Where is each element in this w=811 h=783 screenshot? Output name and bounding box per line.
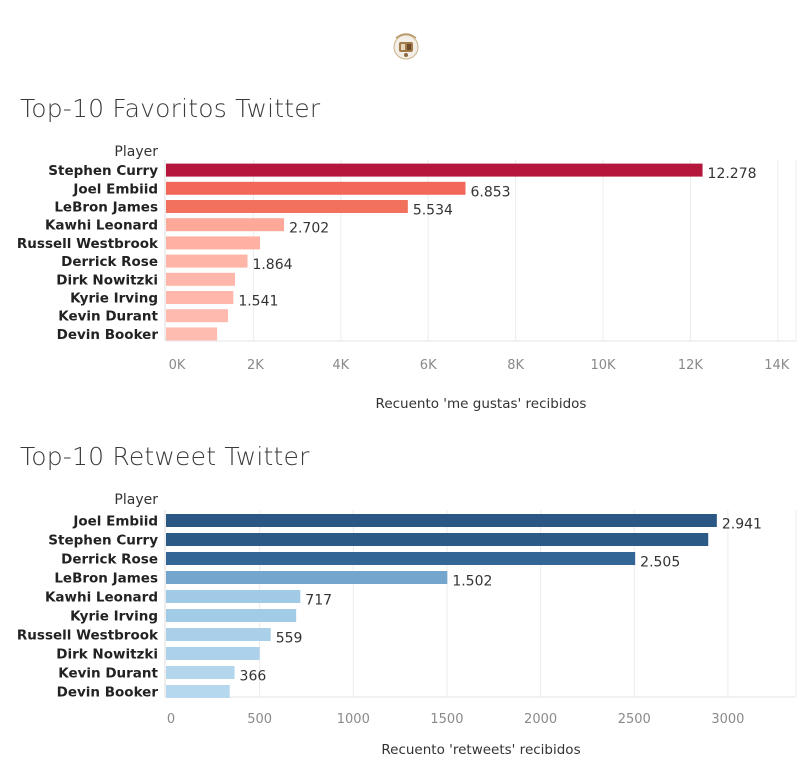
bar-russell-westbrook[interactable] [166,628,271,641]
data-label: 2.505 [640,555,680,571]
data-label: 1.541 [238,294,278,310]
bar-derrick-rose[interactable] [166,552,636,565]
category-label: Devin Booker [57,327,159,343]
bar-stephen-curry[interactable] [166,163,703,177]
data-label: 717 [305,593,332,609]
x-axis-title: Recuento 'retweets' recibidos [381,742,580,758]
bar-devin-booker[interactable] [166,327,218,341]
category-label: Dirk Nowitzki [56,647,158,663]
x-tick-label: 10K [590,358,616,373]
x-tick-label: 8K [507,358,524,373]
x-tick-label: 1000 [337,712,370,727]
category-label: Joel Embiid [72,181,158,197]
x-tick-label: 4K [332,358,349,373]
bar-kevin-durant[interactable] [166,309,229,323]
data-label: 1.864 [252,257,292,273]
data-label: 2.702 [289,221,329,237]
bar-kawhi-leonard[interactable] [166,590,301,603]
category-label: Devin Booker [57,685,159,701]
x-tick-label: 0 [167,712,175,727]
bar-kyrie-irving[interactable] [166,609,297,622]
bar-stephen-curry[interactable] [166,533,709,546]
data-label: 5.534 [413,203,453,219]
bar-dirk-nowitzki[interactable] [166,647,260,660]
bar-devin-booker[interactable] [166,685,230,698]
x-axis-title: Recuento 'me gustas' recibidos [376,396,587,412]
category-label: Kevin Durant [58,309,158,325]
category-label: Derrick Rose [61,552,158,568]
chart-title-retweet: Top-10 Retweet Twitter [20,442,310,471]
bar-kevin-durant[interactable] [166,666,235,679]
category-label: Derrick Rose [61,254,158,270]
bar-dirk-nowitzki[interactable] [166,272,236,286]
category-label: Joel Embiid [72,514,158,530]
data-label: 2.941 [722,517,762,533]
category-label: Kawhi Leonard [45,218,158,234]
category-label: Kawhi Leonard [45,590,158,606]
bar-lebron-james[interactable] [166,200,408,213]
chart-title-favoritos: Top-10 Favoritos Twitter [20,94,321,123]
bar-russell-westbrook[interactable] [166,236,260,250]
logo-emblem [386,28,426,62]
x-tick-label: 2500 [618,712,651,727]
x-tick-label: 3000 [711,712,744,727]
category-label: Stephen Curry [48,533,158,549]
x-tick-label: 14K [764,358,790,373]
bar-lebron-james[interactable] [166,571,448,584]
data-label: 6.853 [470,184,510,200]
bar-kyrie-irving[interactable] [166,291,234,304]
category-label: Kevin Durant [58,666,158,682]
x-tick-label: 500 [247,712,272,727]
category-label: Stephen Curry [48,163,158,179]
data-label: 1.502 [452,574,492,590]
bar-joel-embiid[interactable] [166,181,466,195]
bar-kawhi-leonard[interactable] [166,218,285,232]
x-tick-label: 2000 [524,712,557,727]
category-label: Russell Westbrook [17,628,159,644]
x-tick-label: 2K [247,358,264,373]
category-label: LeBron James [54,200,158,216]
row-header-player: Player [114,144,158,160]
category-label: LeBron James [54,571,158,587]
x-tick-label: 6K [420,358,437,373]
x-tick-label: 0K [169,358,186,373]
category-label: Dirk Nowitzki [56,272,158,288]
category-label: Russell Westbrook [17,236,159,252]
row-header-player: Player [114,492,158,508]
bar-joel-embiid[interactable] [166,514,717,527]
x-tick-label: 12K [678,358,704,373]
category-label: Kyrie Irving [70,609,158,625]
data-label: 559 [276,631,303,647]
data-label: 366 [240,669,267,685]
bar-derrick-rose[interactable] [166,254,248,268]
data-label: 12.278 [708,166,757,182]
category-label: Kyrie Irving [70,291,158,307]
x-tick-label: 1500 [430,712,463,727]
